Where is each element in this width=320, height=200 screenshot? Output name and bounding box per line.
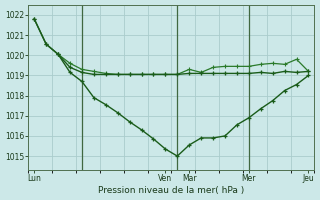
X-axis label: Pression niveau de la mer( hPa ): Pression niveau de la mer( hPa ) <box>98 186 244 195</box>
